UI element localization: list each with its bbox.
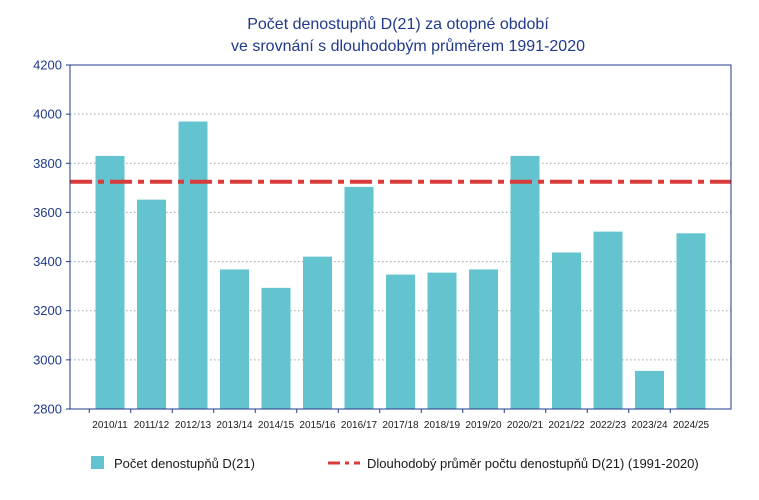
bar <box>676 233 706 409</box>
x-tick-label: 2023/24 <box>631 420 668 431</box>
y-tick-label: 3800 <box>33 156 62 171</box>
plot-area-frame <box>69 64 732 410</box>
x-tick-label: 2013/14 <box>216 420 253 431</box>
bar <box>220 269 249 409</box>
legend-label-reference: Dlouhodobý průměr počtu denostupňů D(21)… <box>367 456 699 471</box>
chart-title-line1: Počet denostupňů D(21) za otopné období <box>247 15 549 33</box>
x-tick-label: 2011/12 <box>134 420 170 431</box>
legend: Počet denostupňů D(21) Dlouhodobý průměr… <box>91 456 699 471</box>
bar <box>552 252 581 409</box>
bar <box>593 231 623 409</box>
legend-swatch-bars <box>91 456 104 469</box>
chart-title-line2: ve srovnání s dlouhodobým průměrem 1991-… <box>231 37 585 55</box>
y-tick-label: 3600 <box>33 205 62 220</box>
bar <box>261 287 291 409</box>
y-axis-ticks: 2800 3000 3200 3400 3600 3800 4000 4200 <box>33 58 70 417</box>
x-tick-label: 2014/15 <box>258 420 295 431</box>
x-tick-label: 2021/22 <box>548 420 585 431</box>
y-tick-label: 4000 <box>33 107 62 122</box>
bar <box>303 256 332 409</box>
x-tick-label: 2018/19 <box>424 420 461 431</box>
x-tick-label: 2012/13 <box>175 420 212 431</box>
y-tick-label: 2800 <box>33 402 62 417</box>
y-tick-label: 3000 <box>33 352 62 367</box>
x-axis-ticks: 2010/11 2011/12 2012/13 2013/14 2014/15 2015/… <box>88 409 710 431</box>
bar <box>427 272 457 409</box>
y-tick-label: 3200 <box>33 303 62 318</box>
y-tick-label: 4200 <box>33 58 62 73</box>
x-tick-label: 2017/18 <box>382 420 419 431</box>
y-tick-label: 3400 <box>33 254 62 269</box>
x-tick-label: 2020/21 <box>507 420 544 431</box>
bar-series <box>95 121 706 409</box>
legend-label-bars: Počet denostupňů D(21) <box>114 456 255 471</box>
bar <box>510 155 540 409</box>
x-tick-label: 2024/25 <box>673 420 710 431</box>
bar <box>469 269 498 409</box>
x-tick-label: 2015/16 <box>299 420 336 431</box>
bar <box>95 155 125 409</box>
bar <box>178 121 208 409</box>
x-tick-label: 2022/23 <box>590 420 627 431</box>
bar <box>635 370 664 409</box>
x-tick-label: 2019/20 <box>465 420 502 431</box>
x-tick-label: 2010/11 <box>92 420 128 431</box>
bar <box>137 199 166 409</box>
bar <box>344 186 374 409</box>
x-tick-label: 2016/17 <box>341 420 378 431</box>
bar <box>386 274 415 409</box>
